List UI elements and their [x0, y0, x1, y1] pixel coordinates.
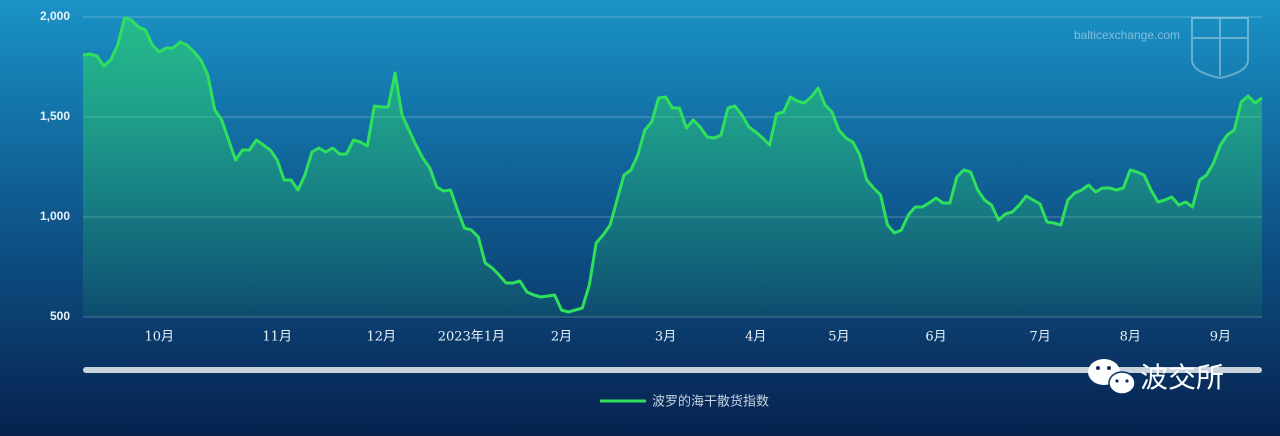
x-tick-label: 8月 — [1120, 330, 1141, 345]
watermark: balticexchange.com — [1074, 28, 1180, 42]
y-tick-label: 1,000 — [40, 209, 70, 223]
x-tick-label: 7月 — [1029, 330, 1050, 345]
legend-label: 波罗的海干散货指数 — [652, 394, 769, 410]
y-tick-label: 1,500 — [40, 109, 70, 123]
line — [82, 16, 1263, 314]
y-tick-label: 2,000 — [40, 9, 70, 23]
x-tick-label: 9月 — [1210, 330, 1231, 345]
x-tick-label: 6月 — [925, 330, 946, 345]
x-tick-label: 10月 — [145, 330, 175, 345]
x-tick-label: 11月 — [262, 330, 292, 345]
brand: 波交所 — [1140, 361, 1224, 394]
wechat-icon — [1088, 359, 1136, 395]
logo — [1191, 17, 1249, 80]
scrollbar[interactable] — [83, 367, 1262, 373]
x-tick-label: 5月 — [828, 330, 849, 345]
y-tick-label: 500 — [50, 309, 70, 323]
x-tick-label: 3月 — [655, 330, 676, 345]
plot — [82, 16, 1263, 317]
x-tick-label: 4月 — [745, 330, 766, 345]
area — [83, 18, 1262, 317]
x-tick-label: 2月 — [551, 330, 572, 345]
x-tick-label: 2023年1月 — [438, 330, 505, 345]
x-tick-label: 12月 — [366, 330, 396, 345]
